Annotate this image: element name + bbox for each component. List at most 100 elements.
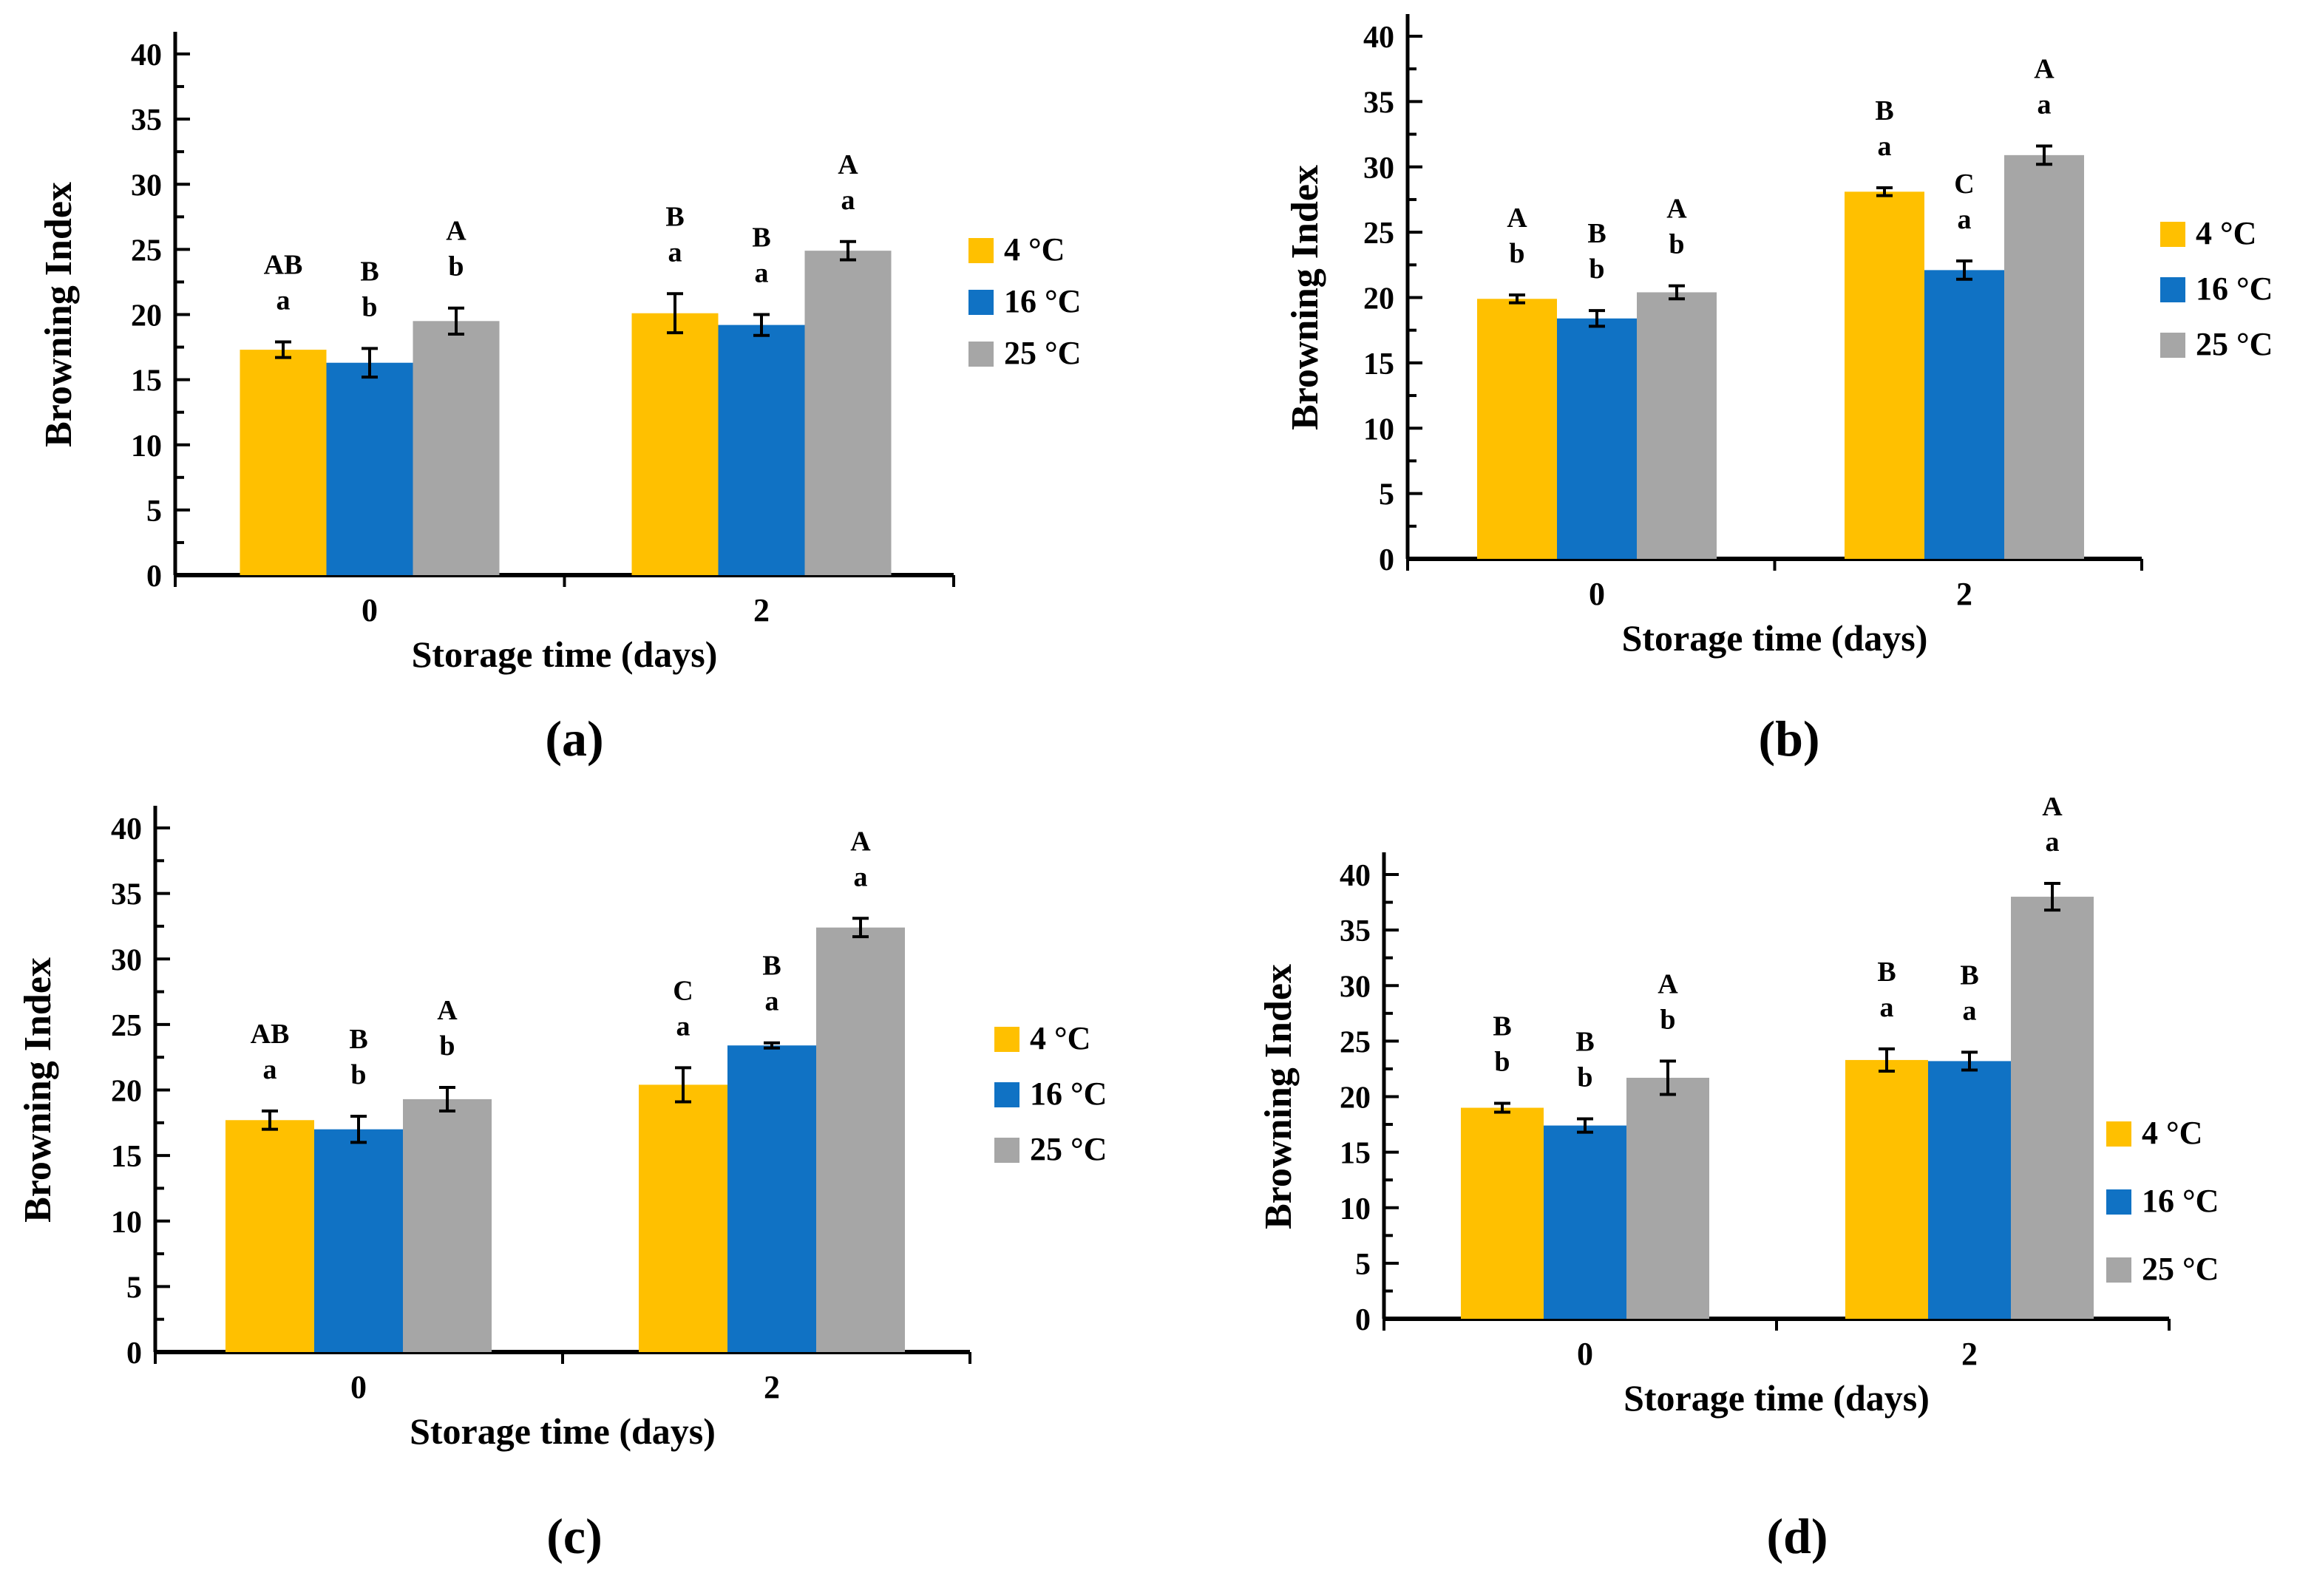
y-tick-label: 25 <box>1363 217 1394 251</box>
sig-letter-upper: B <box>1575 1027 1594 1058</box>
legend-swatch-25C <box>2106 1257 2131 1283</box>
bar-16C-day0 <box>1557 318 1637 559</box>
sig-letter-lower: a <box>276 285 291 316</box>
sig-letter-upper: B <box>1493 1011 1511 1042</box>
y-tick-label: 35 <box>1340 914 1371 948</box>
sig-letter-lower: a <box>841 185 855 216</box>
bar-4C-day0 <box>1477 299 1557 559</box>
sig-letter-upper: A <box>850 826 871 857</box>
legend-label: 25 °C <box>2196 326 2273 362</box>
bar-4C-day0 <box>1461 1107 1544 1319</box>
bar-4C-day2 <box>631 313 719 575</box>
sig-letter-upper: B <box>1960 960 1978 991</box>
y-tick-label: 30 <box>1363 152 1394 186</box>
sig-letter-lower: a <box>1880 992 1894 1023</box>
x-tick-label: 2 <box>1956 576 1972 612</box>
bar-25C-day0 <box>1637 292 1717 559</box>
y-tick-label: 25 <box>111 1009 142 1043</box>
y-tick-label: 5 <box>146 495 162 529</box>
legend-swatch-16C <box>2160 277 2185 302</box>
bar-25C-day0 <box>1626 1077 1709 1319</box>
y-tick-label: 0 <box>126 1337 142 1371</box>
y-tick-label: 0 <box>1379 543 1394 577</box>
bar-25C-day2 <box>2004 154 2084 559</box>
legend-label: 16 °C <box>2196 271 2273 307</box>
bar-4C-day2 <box>1845 1059 1928 1319</box>
sig-letter-upper: A <box>2042 798 2063 822</box>
x-tick-label: 0 <box>1577 1336 1593 1372</box>
panel-label: (a) <box>545 710 603 767</box>
legend-label: 25 °C <box>1004 335 1081 371</box>
sig-letter-lower: b <box>362 291 377 322</box>
bar-25C-day2 <box>804 251 892 575</box>
y-tick-label: 20 <box>1363 282 1394 316</box>
sig-letter-upper: AB <box>251 1019 290 1050</box>
sig-letter-upper: C <box>673 975 693 1006</box>
y-tick-label: 40 <box>111 812 142 846</box>
x-tick-label: 0 <box>362 592 378 628</box>
sig-letter-lower: b <box>1494 1047 1510 1078</box>
legend-label: 25 °C <box>2142 1251 2219 1287</box>
bar-16C-day2 <box>727 1045 816 1352</box>
legend-swatch-25C <box>2160 333 2185 358</box>
sig-letter-lower: a <box>755 258 769 289</box>
legend-swatch-25C <box>994 1138 1019 1163</box>
x-axis-title: Storage time (days) <box>410 1410 716 1452</box>
legend-swatch-4C <box>994 1027 1019 1052</box>
sig-letter-upper: B <box>360 256 379 287</box>
sig-letter-lower: a <box>676 1011 691 1042</box>
y-tick-label: 30 <box>131 169 162 203</box>
y-tick-label: 0 <box>1355 1303 1371 1337</box>
legend-label: 16 °C <box>1004 283 1081 319</box>
x-axis-title: Storage time (days) <box>412 634 718 675</box>
legend-label: 4 °C <box>2142 1115 2202 1151</box>
y-tick-label: 5 <box>1355 1248 1371 1282</box>
x-tick-label: 2 <box>1961 1336 1978 1372</box>
y-tick-label: 5 <box>1379 478 1394 512</box>
sig-letter-lower: a <box>765 986 779 1017</box>
legend-label: 16 °C <box>2142 1183 2219 1219</box>
y-tick-label: 15 <box>1363 347 1394 381</box>
sig-letter-upper: B <box>1587 218 1606 249</box>
x-tick-label: 2 <box>764 1369 780 1405</box>
bar-25C-day2 <box>816 927 905 1352</box>
x-tick-label: 2 <box>753 592 770 628</box>
sig-letter-upper: AB <box>264 250 303 281</box>
sig-letter-lower: b <box>448 251 464 282</box>
y-tick-label: 15 <box>111 1140 142 1174</box>
y-axis-title: Browning Index <box>1284 165 1326 430</box>
sig-letter-upper: B <box>1877 957 1896 988</box>
legend-swatch-16C <box>968 290 994 315</box>
bar-4C-day0 <box>240 350 327 575</box>
legend-swatch-16C <box>994 1082 1019 1107</box>
y-tick-label: 40 <box>1363 21 1394 55</box>
y-tick-label: 10 <box>1340 1192 1371 1226</box>
legend-swatch-4C <box>2160 222 2185 247</box>
sig-letter-upper: B <box>752 223 770 254</box>
bar-4C-day2 <box>1845 191 1924 559</box>
legend-label: 16 °C <box>1030 1076 1107 1112</box>
y-tick-label: 30 <box>111 943 142 977</box>
sig-letter-lower: a <box>1958 204 1972 235</box>
sig-letter-lower: a <box>2046 826 2060 858</box>
x-tick-label: 0 <box>350 1369 367 1405</box>
y-tick-label: 35 <box>1363 86 1394 120</box>
y-tick-label: 35 <box>111 878 142 912</box>
bar-16C-day0 <box>1544 1125 1626 1319</box>
legend-swatch-4C <box>968 238 994 263</box>
sig-letter-upper: A <box>2034 53 2055 84</box>
panel-label: (c) <box>546 1508 602 1564</box>
legend-swatch-16C <box>2106 1189 2131 1215</box>
sig-letter-lower: b <box>350 1059 366 1090</box>
x-tick-label: 0 <box>1589 576 1605 612</box>
x-axis-title: Storage time (days) <box>1622 617 1928 659</box>
y-tick-label: 20 <box>131 299 162 333</box>
